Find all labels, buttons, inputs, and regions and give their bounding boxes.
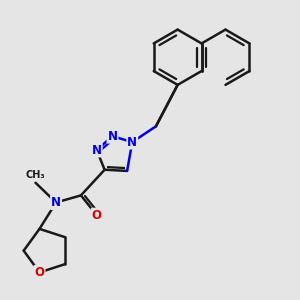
Text: O: O [34, 266, 44, 279]
Text: N: N [92, 143, 102, 157]
Text: CH₃: CH₃ [26, 170, 45, 180]
Text: N: N [107, 130, 118, 143]
Text: O: O [92, 208, 102, 222]
Text: N: N [127, 136, 137, 148]
Text: N: N [51, 196, 61, 209]
